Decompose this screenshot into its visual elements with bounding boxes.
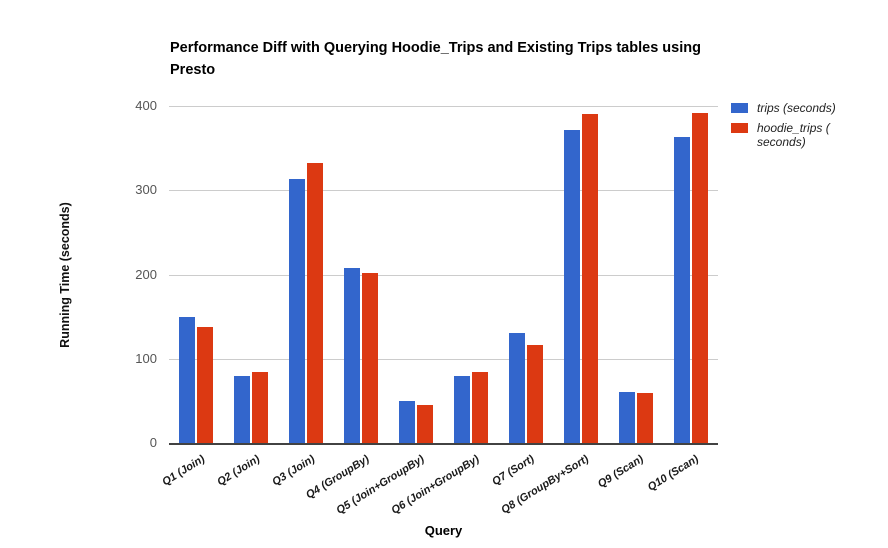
- y-tick-label: 300: [135, 182, 157, 198]
- bar-group: [498, 106, 553, 443]
- bar-group: [553, 106, 608, 443]
- x-tick-label: Q9 (Scan): [596, 453, 647, 491]
- bar-hoodie_trips-q3[interactable]: [307, 163, 324, 443]
- bar-group: [334, 106, 389, 443]
- bar-hoodie_trips-q10[interactable]: [691, 112, 708, 443]
- bar-trips-q8[interactable]: [563, 130, 580, 443]
- gridline: [169, 274, 718, 276]
- bar-hoodie_trips-q4[interactable]: [362, 272, 379, 443]
- bar-hoodie_trips-q8[interactable]: [581, 114, 598, 443]
- gridline: [169, 190, 718, 192]
- legend-item: hoodie_trips (seconds): [731, 121, 881, 150]
- bar-trips-q9[interactable]: [618, 391, 635, 443]
- bar-hoodie_trips-q9[interactable]: [636, 393, 653, 443]
- bar-trips-q7[interactable]: [508, 332, 525, 443]
- x-tick-label: Q10 (Scan): [645, 453, 701, 494]
- bar-group: [389, 106, 444, 443]
- plot-area: [169, 106, 718, 445]
- y-tick-label: 200: [135, 266, 157, 282]
- y-tick-label: 400: [135, 98, 157, 113]
- bar-hoodie_trips-q7[interactable]: [526, 345, 543, 443]
- chart-title: Performance Diff with Querying Hoodie_Tr…: [170, 40, 701, 78]
- bar-trips-q3[interactable]: [289, 179, 306, 443]
- legend-label: hoodie_trips (seconds): [757, 120, 830, 150]
- bar-group: [279, 106, 334, 443]
- gridline: [169, 358, 718, 360]
- bar-group: [608, 106, 663, 443]
- x-tick-label: Q1 (Join): [160, 453, 207, 489]
- bar-group: [663, 106, 718, 443]
- x-axis-title: Query: [424, 523, 463, 538]
- bar-hoodie_trips-q5[interactable]: [417, 405, 434, 443]
- x-tick-label: Q3 (Join): [269, 453, 317, 489]
- bar-group: [444, 106, 499, 443]
- x-tick-label: Q2 (Join): [214, 453, 262, 489]
- legend-label: trips (seconds): [757, 101, 836, 115]
- bar-trips-q6[interactable]: [453, 375, 470, 443]
- legend-swatch: [731, 122, 748, 133]
- bar-trips-q4[interactable]: [344, 267, 361, 443]
- bar-hoodie_trips-q1[interactable]: [197, 326, 214, 443]
- bar-hoodie_trips-q6[interactable]: [471, 372, 488, 443]
- y-axis-title: Running Time (seconds): [58, 202, 72, 348]
- legend-swatch: [731, 103, 748, 113]
- legend: trips (seconds) hoodie_trips (seconds): [731, 101, 881, 155]
- bar-group: [169, 106, 224, 443]
- bar-trips-q2[interactable]: [234, 375, 251, 443]
- gridline: [169, 106, 718, 107]
- y-tick-label: 100: [135, 350, 157, 366]
- bar-trips-q1[interactable]: [179, 316, 196, 443]
- bar-group: [224, 106, 279, 443]
- x-tick-label: Q7 (Sort): [489, 453, 537, 489]
- legend-item: trips (seconds): [731, 101, 881, 116]
- y-tick-label: 0: [149, 435, 157, 450]
- bar-trips-q5[interactable]: [399, 400, 416, 443]
- bar-trips-q10[interactable]: [673, 137, 690, 443]
- bar-hoodie_trips-q2[interactable]: [252, 372, 269, 443]
